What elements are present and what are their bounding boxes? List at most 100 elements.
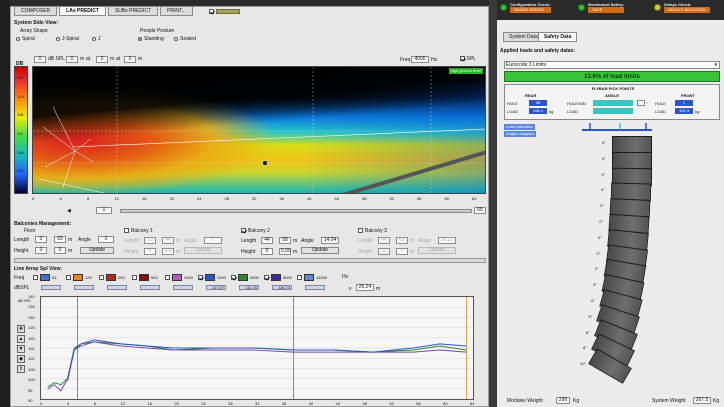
heatmap-x-tick: 20: [169, 196, 174, 201]
freq-checkbox[interactable]: [165, 275, 170, 280]
panel-divider[interactable]: [489, 0, 497, 407]
flybar-pick-points: FLYBAR PICK POINTS REAR ANGLE FRONT HOLE…: [504, 84, 720, 120]
spl-checkbox[interactable]: [460, 56, 465, 62]
freq-swatch[interactable]: [40, 274, 50, 281]
listener-marker[interactable]: [262, 160, 268, 166]
heatmap-x-tick: 48: [362, 196, 367, 201]
balconies-scrollbar[interactable]: [14, 258, 486, 263]
arrow-down-icon[interactable]: ▼: [17, 345, 25, 353]
floor-angle-label: Angle: [78, 237, 91, 243]
limits-dropdown[interactable]: Eurocode 3 Limits ▾: [504, 61, 720, 69]
balcony-checkbox[interactable]: [124, 228, 129, 234]
balcony-update-button[interactable]: Update: [301, 247, 339, 254]
freq-spl-value: 114,76: [239, 285, 259, 290]
cursor-m-field[interactable]: 0: [66, 56, 78, 63]
cursor-y-field[interactable]: 0: [124, 56, 136, 63]
freq-checkbox[interactable]: [33, 275, 38, 280]
position-x-unit: m: [376, 286, 381, 292]
freq-checkbox[interactable]: [198, 275, 203, 280]
zoom-fit-icon[interactable]: ✥: [17, 325, 25, 333]
freq-unit: Hz: [431, 57, 438, 63]
cursor-x-unit: m: [110, 56, 115, 62]
range-start-field[interactable]: 0: [96, 207, 112, 214]
balcony-height_a-field[interactable]: 0: [261, 248, 273, 255]
balcony-length_b-field[interactable]: 58: [279, 237, 291, 244]
balcony-header[interactable]: Balcony 3: [358, 228, 387, 234]
front-load-value: 151.3: [675, 108, 693, 114]
radio-seated[interactable]: Seated: [174, 36, 196, 42]
radio-icon: [174, 36, 178, 41]
freq-swatch[interactable]: [304, 274, 314, 281]
balcony-length_a-field: 44: [378, 237, 390, 244]
freq-swatch[interactable]: [205, 274, 215, 281]
floor-length-end[interactable]: 65: [54, 236, 66, 243]
spl-line-chart[interactable]: [40, 296, 474, 400]
range-left-arrow[interactable]: ◀: [67, 208, 71, 214]
balcony-name: Balcony 1: [131, 228, 153, 234]
balcony-height_b-field[interactable]: 5,00: [279, 248, 291, 255]
freq-checkbox[interactable]: [99, 275, 104, 280]
freq-swatch[interactable]: [271, 274, 281, 281]
freq-swatch[interactable]: [172, 274, 182, 281]
cabinet-angle-label: 3°: [592, 282, 597, 288]
tab-subs-predict[interactable]: SUBs PREDICT: [107, 6, 159, 16]
position-x-field[interactable]: 26,24: [356, 284, 374, 291]
range-end-field[interactable]: 65: [474, 207, 486, 214]
floor-height-start[interactable]: 0: [35, 247, 47, 254]
freq-checkbox[interactable]: [231, 275, 236, 280]
marker-icon[interactable]: ◆: [17, 355, 25, 363]
balcony-length_a-field[interactable]: 44: [261, 237, 273, 244]
heatmap-x-tick: 36: [279, 196, 284, 201]
freq-checkbox[interactable]: [66, 275, 71, 280]
balcony-checkbox[interactable]: [241, 228, 246, 234]
radio-j-spiral[interactable]: J-Spiral: [56, 36, 79, 42]
cursor-x-field[interactable]: 0: [96, 56, 108, 63]
tab-composer[interactable]: COMPOSER: [14, 6, 58, 16]
floor-height-end[interactable]: 0: [54, 247, 66, 254]
angle-deg-field[interactable]: -: [637, 100, 645, 106]
freq-checkbox[interactable]: [132, 275, 137, 280]
expert-checkbox[interactable]: [208, 8, 214, 14]
arrow-up-icon[interactable]: ▲: [17, 335, 25, 343]
range-slider[interactable]: [120, 209, 472, 213]
floor-update-button[interactable]: Update: [80, 247, 114, 254]
freq-select[interactable]: 4000: [411, 56, 429, 63]
freq-swatch[interactable]: [139, 274, 149, 281]
status-mechanical: Mechanical Safety: SAFE: [578, 2, 625, 13]
cursor-db-field[interactable]: 0: [34, 56, 46, 63]
balcony-angle-field[interactable]: 14,04: [321, 237, 339, 244]
pan-icon[interactable]: ⇕: [17, 365, 25, 373]
balcony-angle-label: Angle: [418, 238, 431, 244]
tab-print[interactable]: PRINT...: [160, 6, 193, 16]
system-weight-value: 267.5: [693, 397, 711, 404]
freq-swatch[interactable]: [238, 274, 248, 281]
balcony-update-button: Update: [418, 247, 456, 254]
floor-length-start[interactable]: 0: [35, 236, 47, 243]
balcony-header[interactable]: Balcony 2: [241, 228, 270, 234]
balcony-header[interactable]: Balcony 1: [124, 228, 153, 234]
freq-swatch[interactable]: [73, 274, 83, 281]
load-indication-button[interactable]: Load indication: [504, 124, 535, 130]
tab-safety-data[interactable]: Safety Data: [538, 32, 578, 42]
balcony-checkbox[interactable]: [358, 228, 363, 234]
radio-j[interactable]: J: [92, 36, 101, 42]
spl-toggle[interactable]: SPL: [460, 56, 476, 62]
freq-checkbox[interactable]: [297, 275, 302, 280]
chart-y-tick: 100: [28, 377, 35, 383]
radio-standing[interactable]: Standing: [138, 36, 164, 42]
expert-toggle[interactable]: [208, 6, 240, 16]
radio-spiral[interactable]: Spiral: [16, 36, 35, 42]
tab-las-predict[interactable]: LAs PREDICT: [59, 6, 106, 16]
freq-checkbox[interactable]: [264, 275, 269, 280]
spl-heatmap[interactable]: high ground level: [32, 66, 486, 194]
cabinet-angle-label: 0°: [601, 171, 606, 177]
chart-y-tick: 135: [28, 304, 35, 310]
audience-line: [72, 128, 485, 148]
angles-diagram-button[interactable]: Angles diagram: [504, 131, 536, 137]
balcony-angle-field: 26,22: [438, 237, 456, 244]
cabinet-angle-label: 5°: [588, 313, 593, 319]
freq-swatch[interactable]: [106, 274, 116, 281]
freq-spl-value: 117,37: [206, 285, 226, 290]
floor-angle-field[interactable]: 0: [98, 236, 114, 243]
rear-hole-value: 26: [529, 100, 547, 106]
